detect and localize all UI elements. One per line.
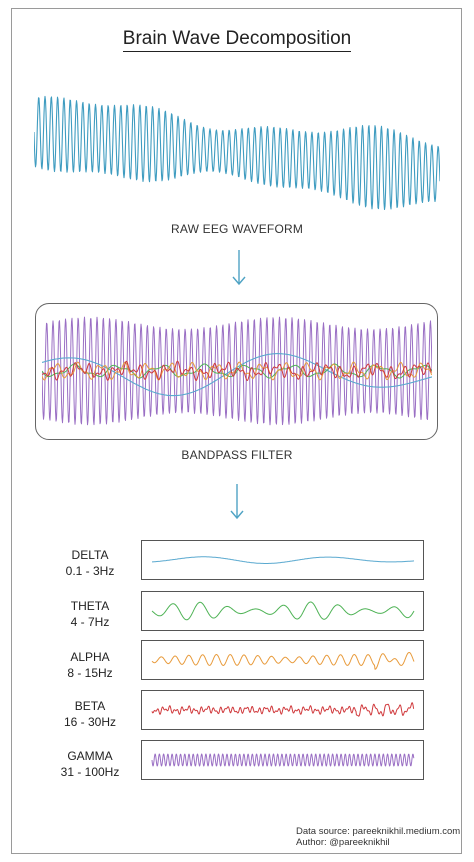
band-name: BETA [74, 699, 106, 713]
band-box-theta [141, 591, 424, 631]
band-name: THETA [70, 599, 110, 613]
band-range: 4 - 7Hz [70, 615, 110, 629]
band-range: 31 - 100Hz [60, 765, 120, 779]
raw-eeg-label: RAW EEG WAVEFORM [170, 222, 304, 236]
band-box-beta [141, 690, 424, 730]
credit-block: Data source: pareeknikhil.medium.com Aut… [296, 826, 460, 848]
raw-eeg-waveform [34, 95, 440, 211]
author-text: Author: @pareeknikhil [296, 837, 390, 848]
beta-waveform [151, 702, 415, 717]
band-name: GAMMA [67, 749, 113, 763]
alpha-trace [151, 652, 415, 670]
band-label-beta: BETA 16 - 30Hz [40, 698, 140, 730]
raw-eeg-trace [34, 95, 440, 211]
title-text: Brain Wave Decomposition [122, 28, 352, 52]
down-arrow-icon [232, 250, 246, 286]
band-label-alpha: ALPHA 8 - 15Hz [40, 649, 140, 681]
beta-overlay-trace [42, 360, 432, 381]
band-range: 0.1 - 3Hz [65, 564, 115, 578]
band-label-gamma: GAMMA 31 - 100Hz [40, 748, 140, 780]
band-range: 16 - 30Hz [63, 715, 117, 729]
delta-trace [152, 556, 415, 564]
alpha-overlay-trace [42, 361, 432, 381]
theta-overlay-trace [42, 363, 432, 379]
bandpass-filter-label: BANDPASS FILTER [181, 448, 293, 462]
figure-frame [11, 8, 462, 854]
band-name: ALPHA [70, 650, 110, 664]
band-label-delta: DELTA 0.1 - 3Hz [40, 547, 140, 579]
gamma-trace [151, 753, 415, 767]
band-box-alpha [141, 640, 424, 680]
beta-trace [151, 702, 415, 717]
alpha-waveform [151, 652, 415, 670]
delta-waveform [152, 556, 415, 564]
down-arrow-icon [230, 484, 244, 520]
gamma-waveform [151, 753, 415, 767]
data-source-text: Data source: pareeknikhil.medium.com [296, 826, 461, 837]
band-box-gamma [141, 740, 424, 780]
theta-waveform [151, 601, 415, 621]
band-box-delta [141, 540, 424, 580]
page-title: Brain Wave Decomposition [0, 28, 474, 52]
bandpass-overlay-waveforms [42, 316, 432, 426]
band-label-theta: THETA 4 - 7Hz [40, 598, 140, 630]
band-name: DELTA [71, 548, 109, 562]
bandpass-filter-box [35, 303, 438, 440]
band-range: 8 - 15Hz [67, 666, 113, 680]
theta-trace [151, 601, 415, 621]
